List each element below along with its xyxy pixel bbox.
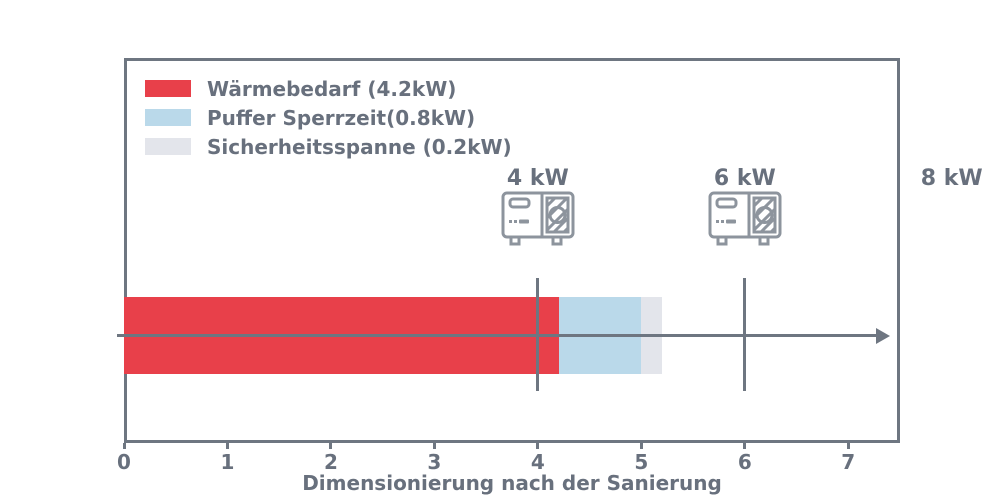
legend-item-waermebedarf: Wärmebedarf (4.2kW) bbox=[145, 74, 512, 103]
dimension-axis-arrowhead bbox=[876, 328, 890, 344]
x-tick-label: 6 bbox=[737, 450, 752, 474]
capacity-label-8kw: 8 kW bbox=[920, 166, 983, 191]
heat-pump-icon bbox=[708, 191, 782, 253]
dimension-axis-line bbox=[117, 334, 876, 337]
legend-item-puffer-sperrzeit: Puffer Sperrzeit(0.8kW) bbox=[145, 103, 512, 132]
x-tick-mark bbox=[432, 443, 436, 449]
capacity-marker-line-6kw bbox=[743, 278, 747, 391]
x-axis-label: Dimensionierung nach der Sanierung bbox=[302, 471, 722, 495]
x-tick-mark bbox=[846, 443, 850, 449]
x-tick-mark bbox=[639, 443, 643, 449]
x-tick-label: 0 bbox=[117, 450, 131, 474]
legend: Wärmebedarf (4.2kW) Puffer Sperrzeit(0.8k… bbox=[145, 74, 512, 161]
legend-swatch-puffer-sperrzeit bbox=[145, 109, 191, 126]
x-tick-mark bbox=[536, 443, 540, 449]
x-tick-label: 1 bbox=[220, 450, 235, 474]
capacity-label-4kw: 4 kW bbox=[506, 166, 569, 191]
legend-swatch-waermebedarf bbox=[145, 80, 191, 97]
x-tick-label: 2 bbox=[323, 450, 338, 474]
x-tick-label: 4 bbox=[530, 450, 545, 474]
x-tick-mark bbox=[329, 443, 333, 449]
legend-item-sicherheitsspanne: Sicherheitsspanne (0.2kW) bbox=[145, 132, 512, 161]
capacity-marker-line-4kw bbox=[536, 278, 540, 391]
legend-swatch-sicherheitsspanne bbox=[145, 138, 191, 155]
x-tick-label: 7 bbox=[841, 450, 856, 474]
legend-label-waermebedarf: Wärmebedarf (4.2kW) bbox=[207, 76, 457, 101]
x-tick-label: 3 bbox=[427, 450, 442, 474]
legend-label-sicherheitsspanne: Sicherheitsspanne (0.2kW) bbox=[207, 134, 512, 159]
plot-area-frame bbox=[124, 58, 900, 443]
x-tick-mark bbox=[122, 443, 126, 449]
x-tick-mark bbox=[743, 443, 747, 449]
legend-label-puffer-sperrzeit: Puffer Sperrzeit(0.8kW) bbox=[207, 105, 476, 130]
x-tick-mark bbox=[225, 443, 229, 449]
capacity-label-6kw: 6 kW bbox=[713, 166, 776, 191]
x-tick-label: 5 bbox=[634, 450, 649, 474]
heat-pump-icon bbox=[501, 191, 575, 253]
